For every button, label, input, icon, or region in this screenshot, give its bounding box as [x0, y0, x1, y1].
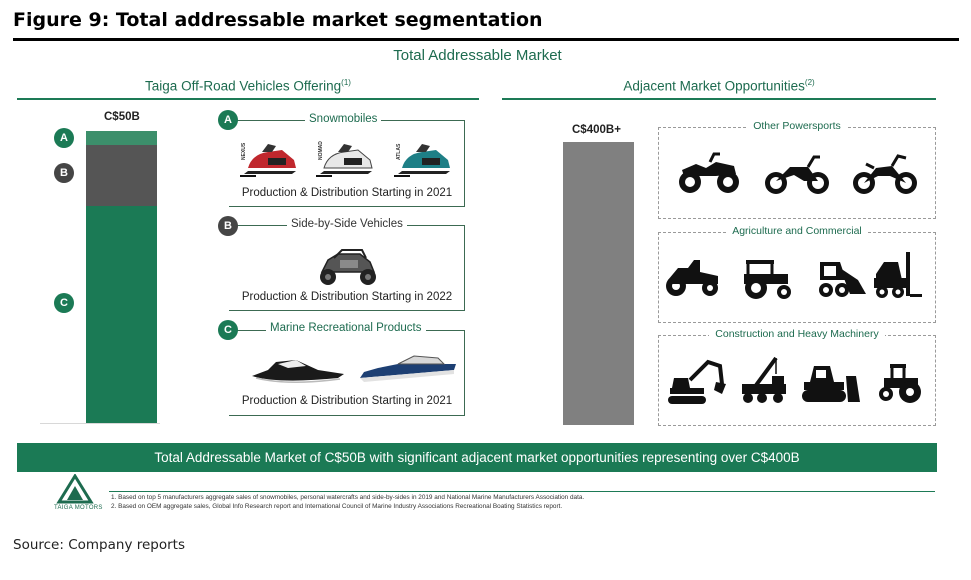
road-roller-icon — [876, 360, 928, 404]
motorcycle-icon — [764, 151, 830, 197]
jet-ski-icon — [252, 360, 344, 383]
lawn-tractor-icon — [664, 254, 720, 298]
segment-b-footer: Production & Distribution Starting in 20… — [241, 291, 453, 303]
dirt-bike-icon — [852, 150, 918, 196]
segment-b-badge: B — [218, 216, 238, 236]
left-section-footnote-marker: (1) — [341, 78, 351, 87]
left-bar-baseline — [40, 423, 160, 424]
forklift-icon — [872, 250, 922, 300]
group-construction-title: Construction and Heavy Machinery — [709, 328, 885, 340]
left-section-title-text: Taiga Off-Road Vehicles Offering — [145, 78, 342, 94]
right-bar-value-label: C$400B+ — [572, 124, 621, 136]
group-agriculture-title: Agriculture and Commercial — [726, 225, 868, 237]
bar-badge-c: C — [54, 293, 74, 313]
footnote-2: 2. Based on OEM aggregate sales, Global … — [111, 503, 563, 510]
group-construction-title-wrap: Construction and Heavy Machinery — [658, 328, 936, 340]
segment-a-footer: Production & Distribution Starting in 20… — [241, 187, 453, 199]
group-powersports-title: Other Powersports — [747, 120, 847, 132]
right-section-footnote-marker: (2) — [804, 78, 815, 87]
source-note: Source: Company reports — [13, 537, 185, 553]
figure-title-rule — [13, 38, 959, 41]
right-section-rule — [502, 98, 936, 100]
left-bar-value-label: C$50B — [104, 111, 140, 123]
segment-b-title: Side-by-Side Vehicles — [287, 218, 407, 230]
bar-badge-a: A — [54, 128, 74, 148]
bulldozer-icon — [800, 360, 862, 404]
crane-truck-icon — [738, 354, 790, 406]
footnote-1: 1. Based on top 5 manufacturers aggregat… — [111, 494, 585, 501]
snowmobile-white-icon — [316, 144, 373, 177]
segment-c-title: Marine Recreational Products — [266, 322, 426, 334]
figure-title: Figure 9: Total addressable market segme… — [13, 9, 543, 31]
brand-atlas: ATLAS — [396, 143, 402, 160]
segment-c-badge: C — [218, 320, 238, 340]
brand-nomad: NOMAD — [318, 141, 324, 160]
group-powersports-title-wrap: Other Powersports — [658, 120, 936, 132]
bar-segment-a — [86, 131, 157, 145]
segment-c-footer: Production & Distribution Starting in 20… — [241, 395, 453, 407]
marine-icon-group — [248, 352, 460, 388]
segment-a-title: Snowmobiles — [305, 113, 382, 125]
snowmobile-red-icon — [240, 144, 296, 177]
taiga-logo-icon — [55, 474, 95, 504]
tam-title: Total Addressable Market — [393, 47, 562, 64]
summary-banner: Total Addressable Market of C$50B with s… — [17, 443, 937, 472]
left-section-title: Taiga Off-Road Vehicles Offering(1) — [17, 78, 479, 94]
brand-nexus: NEXUS — [241, 142, 247, 160]
bar-segment-c — [86, 206, 157, 423]
group-agriculture-title-wrap: Agriculture and Commercial — [658, 225, 936, 237]
snowmobile-icon-group — [238, 138, 458, 182]
footnote-rule — [109, 491, 935, 492]
right-section-title-text: Adjacent Market Opportunities — [623, 78, 805, 94]
left-section-rule — [17, 98, 479, 100]
segment-a-badge: A — [218, 110, 238, 130]
boat-icon — [360, 355, 456, 382]
bar-badge-b: B — [54, 163, 74, 183]
side-by-side-icon — [312, 246, 382, 288]
right-section-title: Adjacent Market Opportunities(2) — [502, 78, 936, 94]
skid-steer-icon — [812, 254, 868, 300]
adjacent-market-bar — [563, 142, 634, 425]
bar-segment-b — [86, 145, 157, 206]
excavator-icon — [668, 358, 728, 406]
snowmobile-teal-icon — [394, 144, 450, 177]
tractor-icon — [740, 252, 794, 300]
taiga-logo-text: TAIGA MOTORS — [54, 505, 103, 511]
atv-icon — [676, 150, 742, 196]
